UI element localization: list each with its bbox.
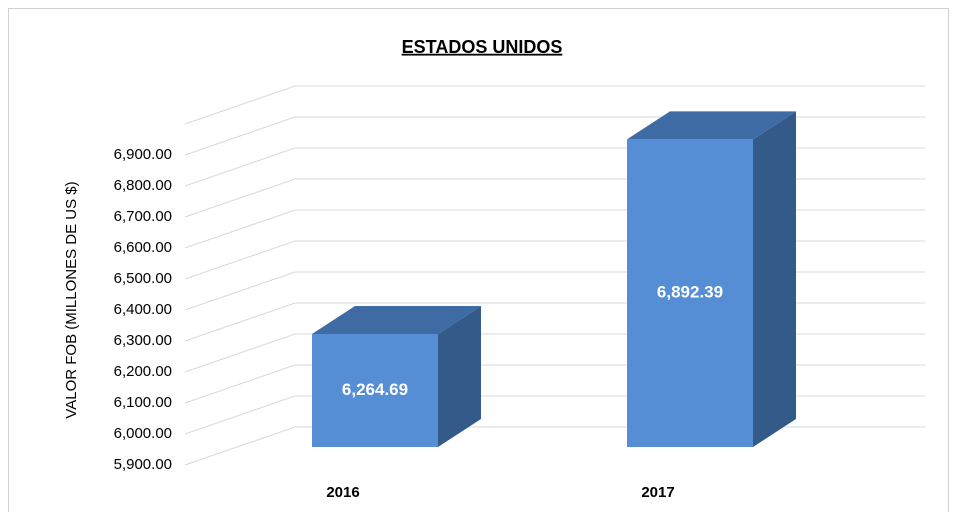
y-tick-label: 6,800.00 [114, 177, 172, 194]
y-axis-label: VALOR FOB (MILLONES DE US $) [63, 181, 80, 418]
value-label: 6,892.39 [657, 283, 723, 302]
bar-side [438, 305, 481, 447]
x-tick-label: 2016 [326, 484, 359, 501]
y-tick-label: 6,000.00 [114, 425, 172, 442]
bar-top [312, 305, 481, 334]
x-tick-label: 2017 [641, 484, 674, 501]
y-tick-label: 6,400.00 [114, 301, 172, 318]
y-tick-label: 6,600.00 [114, 239, 172, 256]
y-tick-label: 6,900.00 [114, 146, 172, 163]
y-tick-label: 6,700.00 [114, 208, 172, 225]
bar [627, 139, 753, 447]
y-tick-label: 6,300.00 [114, 332, 172, 349]
bar [312, 333, 438, 447]
y-tick-label: 5,900.00 [114, 456, 172, 473]
wall-edge [184, 85, 925, 125]
y-tick-label: 6,200.00 [114, 363, 172, 380]
value-label: 6,264.69 [342, 380, 408, 399]
chart-title: ESTADOS UNIDOS [402, 37, 563, 57]
bar-top [627, 111, 796, 140]
y-tick-label: 6,500.00 [114, 270, 172, 287]
bar-side [753, 111, 796, 447]
y-tick-label: 6,100.00 [114, 394, 172, 411]
